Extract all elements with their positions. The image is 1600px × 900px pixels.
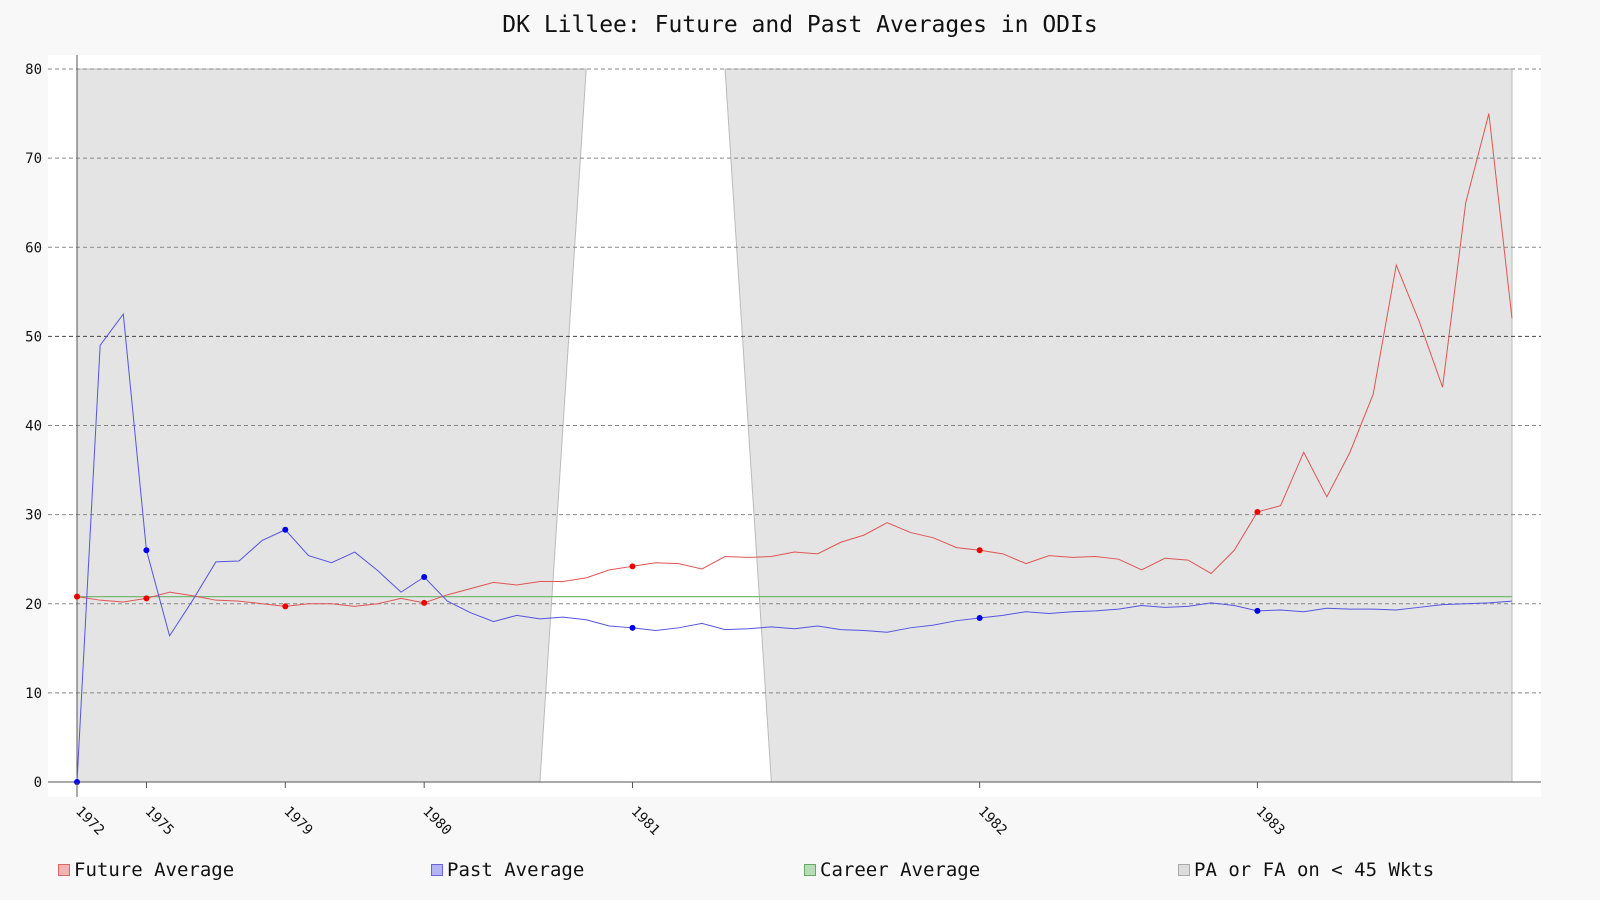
legend-label-future-average: Future Average: [74, 859, 235, 881]
y-tick-label: 20: [25, 597, 42, 613]
future-average-point: [74, 593, 80, 600]
x-tick-label: 1979: [280, 804, 315, 839]
legend-swatch-future-average: [58, 864, 70, 876]
x-tick-label: 1975: [142, 804, 177, 839]
x-tick-label: 1982: [975, 804, 1010, 839]
future-average-point: [1254, 508, 1261, 515]
y-tick-label: 10: [25, 686, 42, 702]
past-average-point: [143, 547, 150, 554]
legend-label-past-average: Past Average: [447, 859, 585, 881]
future-average-point: [143, 595, 150, 602]
future-average-point: [421, 599, 428, 606]
legend-label-shaded-region: PA or FA on < 45 Wkts: [1194, 859, 1435, 881]
future-average-point: [629, 563, 636, 570]
legend: Future Average Past Average Career Avera…: [0, 859, 1600, 885]
past-average-point: [1254, 607, 1261, 614]
legend-item-future-average: Future Average: [58, 859, 234, 881]
y-tick-label: 80: [25, 62, 42, 78]
future-average-point: [282, 603, 289, 610]
past-average-point: [421, 574, 428, 581]
y-tick-label: 40: [25, 419, 42, 435]
series-line-future-average: [76, 113, 1513, 607]
x-tick-label: 1981: [628, 804, 663, 839]
future-average-point: [976, 547, 983, 554]
series-line-past-average: [76, 312, 1513, 783]
legend-item-past-average: Past Average: [431, 859, 584, 881]
y-tick-label: 30: [25, 508, 42, 524]
past-average-point: [282, 526, 289, 533]
legend-swatch-shaded-region: [1178, 864, 1190, 876]
past-average-point: [976, 615, 983, 622]
y-tick-label: 50: [25, 329, 42, 345]
y-tick-label: 0: [34, 775, 42, 791]
x-tick-label: 1980: [419, 804, 454, 839]
y-tick-label: 70: [25, 151, 42, 167]
legend-swatch-past-average: [431, 864, 443, 876]
chart-title: DK Lillee: Future and Past Averages in O…: [502, 12, 1098, 38]
legend-swatch-career-average: [804, 864, 816, 876]
y-tick-label: 60: [25, 240, 42, 256]
legend-label-career-average: Career Average: [820, 859, 981, 881]
legend-item-career-average: Career Average: [804, 859, 980, 881]
x-tick-label: 1972: [72, 804, 107, 839]
past-average-point: [629, 624, 636, 631]
x-tick-label: 1983: [1253, 804, 1288, 839]
legend-item-shaded-region: PA or FA on < 45 Wkts: [1178, 859, 1434, 881]
